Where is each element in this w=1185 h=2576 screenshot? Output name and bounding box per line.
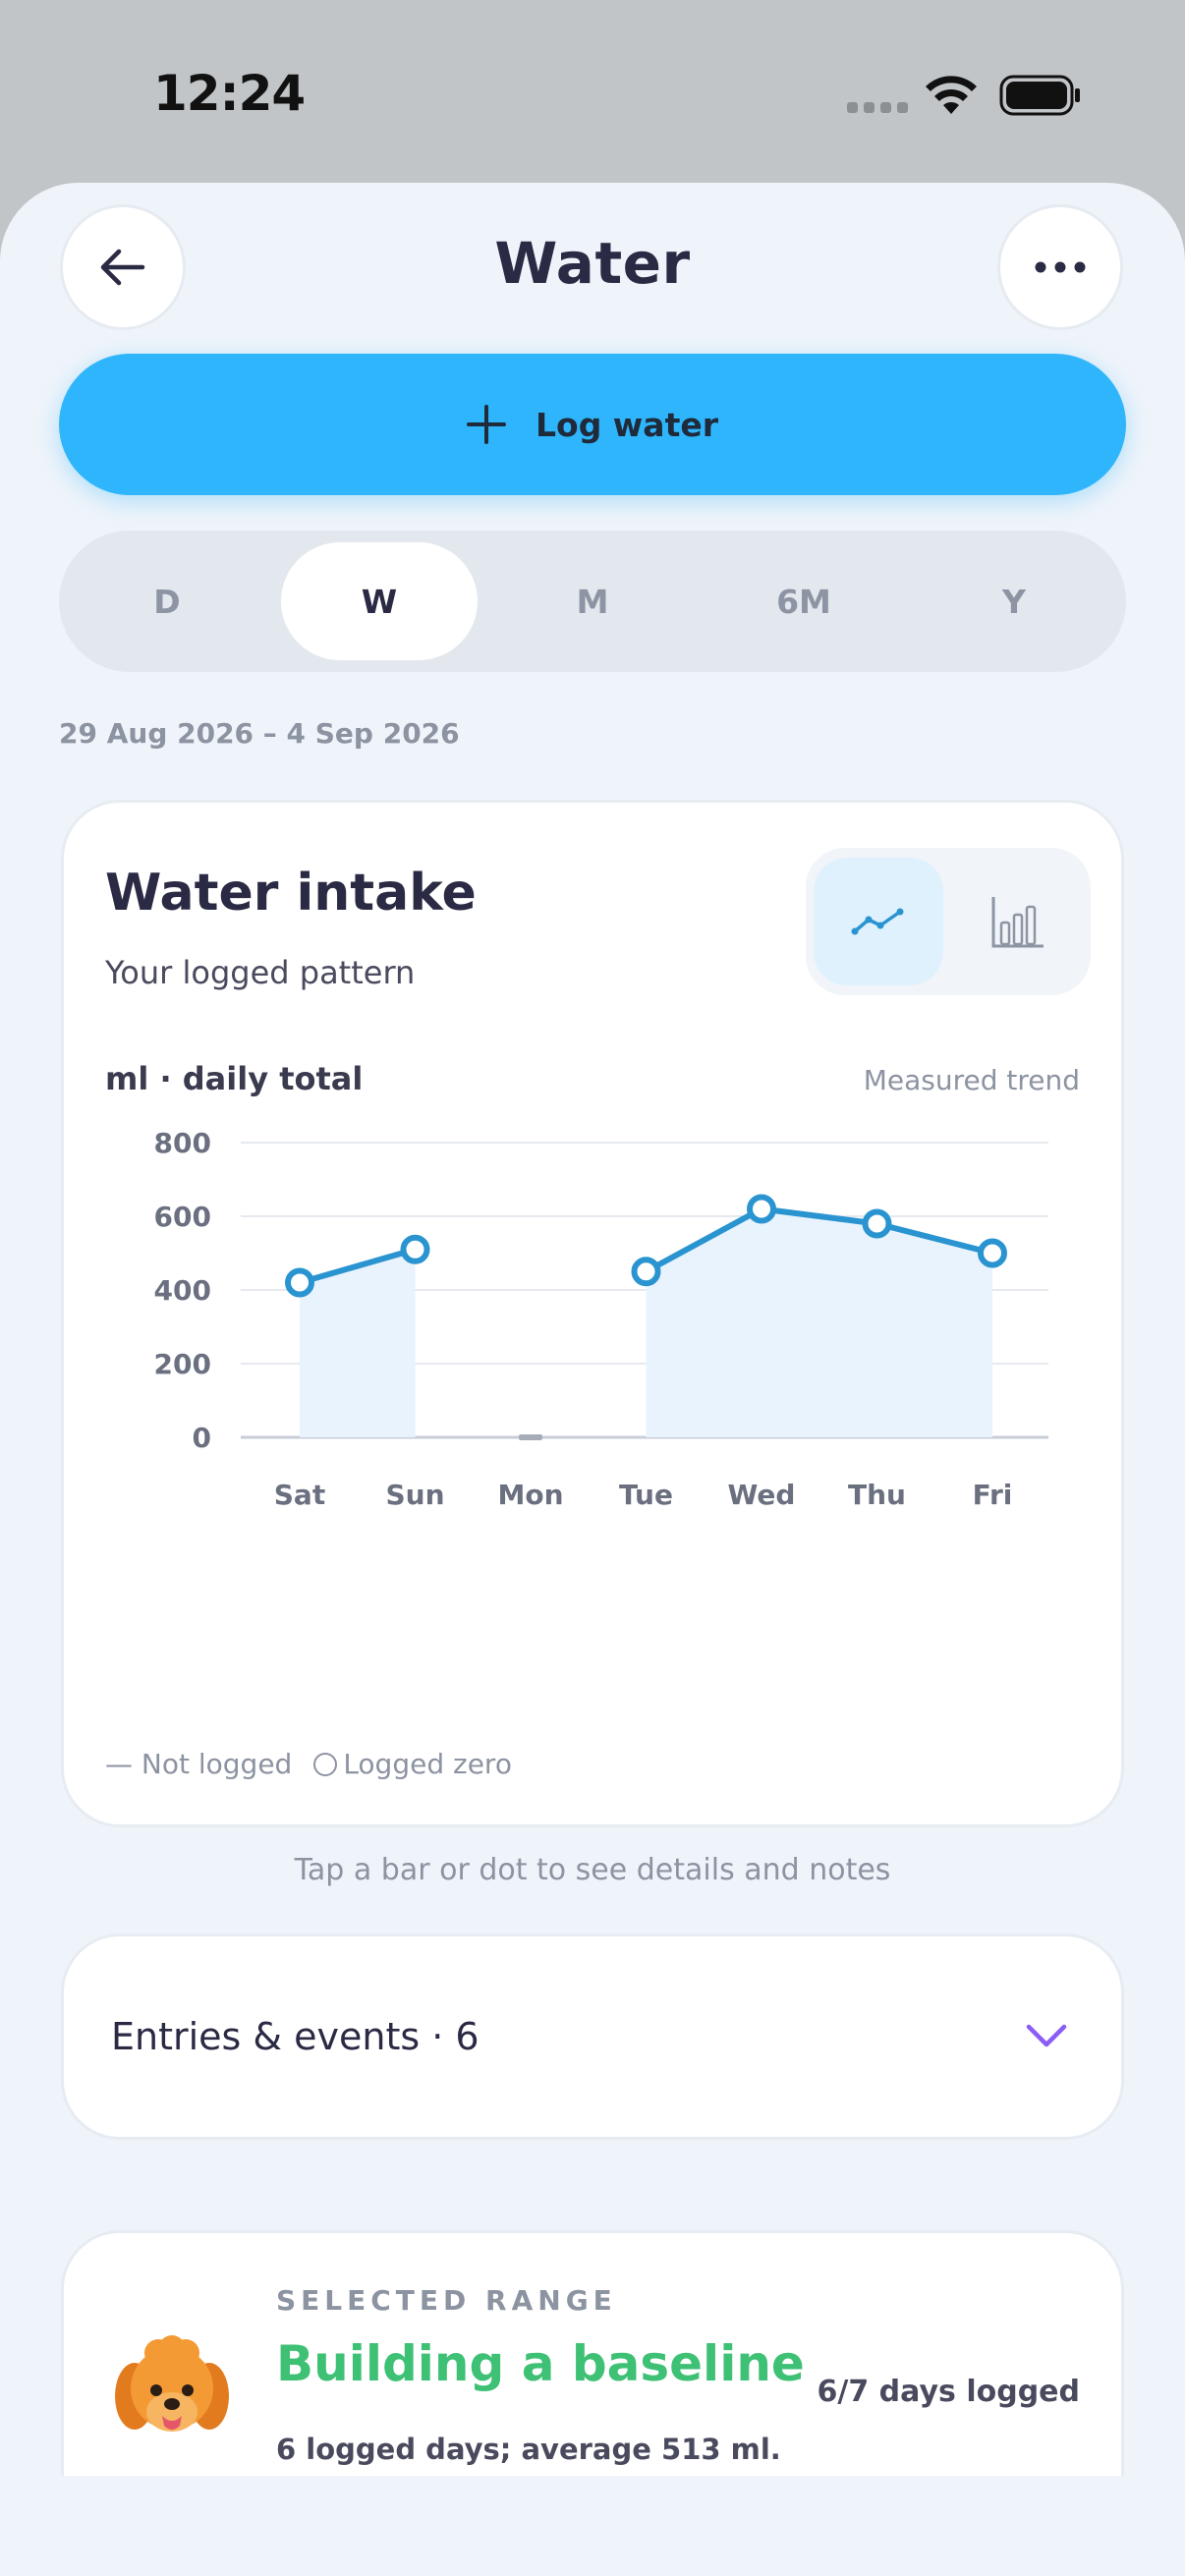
legend-logged-zero: Logged zero [343,1748,512,1780]
status-bar: 12:24 [0,0,1185,187]
back-button[interactable] [60,204,186,330]
circle-icon [313,1753,338,1776]
card-subtitle: Your logged pattern [105,954,416,991]
plus-icon [467,405,506,444]
series-line [643,1205,995,1275]
not-logged-mark [519,1434,542,1440]
data-point[interactable] [631,1257,661,1287]
period-tab-w[interactable]: W [281,542,478,660]
bottom-area [0,2476,1185,2576]
y-tick-label: 0 [193,1422,211,1454]
range-kicker: SELECTED RANGE [276,2284,617,2317]
period-tab-d[interactable]: D [153,582,181,621]
date-range: 29 Aug 2026 – 4 Sep 2026 [59,717,460,750]
bar-chart-icon [991,897,1044,948]
chevron-down-icon [1026,2024,1067,2047]
status-time: 12:24 [153,65,306,122]
water-intake-card: Water intake Your logged pattern ml · da… [61,800,1124,1827]
x-tick-label: Wed [728,1479,796,1511]
line-chart-icon [851,908,904,935]
range-description: 6 logged days; average 513 ml. [276,2433,781,2466]
data-point[interactable] [978,1238,1007,1268]
area-fill [646,1208,992,1437]
trend-label: Measured trend [863,1064,1080,1096]
signal-icon [847,102,908,113]
legend-not-logged: — Not logged [105,1748,293,1780]
data-point[interactable] [747,1194,776,1224]
x-tick-label: Thu [848,1479,906,1511]
arrow-left-icon [100,249,145,286]
dog-mascot-icon [115,2335,229,2432]
log-water-button[interactable]: Log water [59,354,1126,495]
more-icon [1035,261,1086,273]
bar-chart-toggle[interactable] [953,858,1083,985]
data-point[interactable] [862,1208,892,1239]
card-title: Water intake [105,864,477,923]
period-tab-6m[interactable]: 6M [776,582,831,621]
chart-hint: Tap a bar or dot to see details and note… [294,1853,891,1887]
y-tick-label: 800 [154,1127,211,1159]
period-selector: D W M 6M Y [59,531,1126,672]
line-chart-toggle[interactable] [814,858,943,985]
log-water-label: Log water [536,405,718,444]
area-fill [300,1249,416,1437]
chart-type-toggle [806,848,1091,995]
x-tick-label: Fri [973,1479,1013,1511]
entries-accordion[interactable]: Entries & events · 6 [61,1933,1124,2140]
period-tab-m[interactable]: M [576,582,609,621]
x-tick-label: Sat [274,1479,325,1511]
chart-legend: — Not logged Logged zero [105,1748,512,1780]
data-point[interactable] [400,1234,430,1264]
page-title: Water [494,230,691,297]
x-tick-label: Tue [619,1479,673,1511]
wifi-icon [926,76,977,114]
y-tick-label: 600 [154,1201,211,1233]
water-intake-chart[interactable]: 0 200 400 600 800 Sat Sun Mon Tue Wed Thu Fri [64,1127,1127,1520]
entries-label: Entries & events · 6 [111,2015,480,2058]
x-tick-label: Mon [497,1479,563,1511]
battery-icon [999,75,1080,116]
y-tick-label: 400 [154,1274,211,1307]
range-days-logged: 6/7 days logged [817,2375,1080,2409]
legend-logged-zero-item: Logged zero [313,1748,512,1780]
x-tick-label: Sun [385,1479,444,1511]
range-title: Building a baseline [276,2335,805,2392]
y-tick-label: 200 [154,1348,211,1380]
series-line [297,1246,419,1286]
data-point[interactable] [285,1267,314,1298]
unit-label: ml · daily total [105,1060,364,1097]
more-button[interactable] [997,204,1123,330]
period-tab-y[interactable]: Y [1002,582,1026,621]
